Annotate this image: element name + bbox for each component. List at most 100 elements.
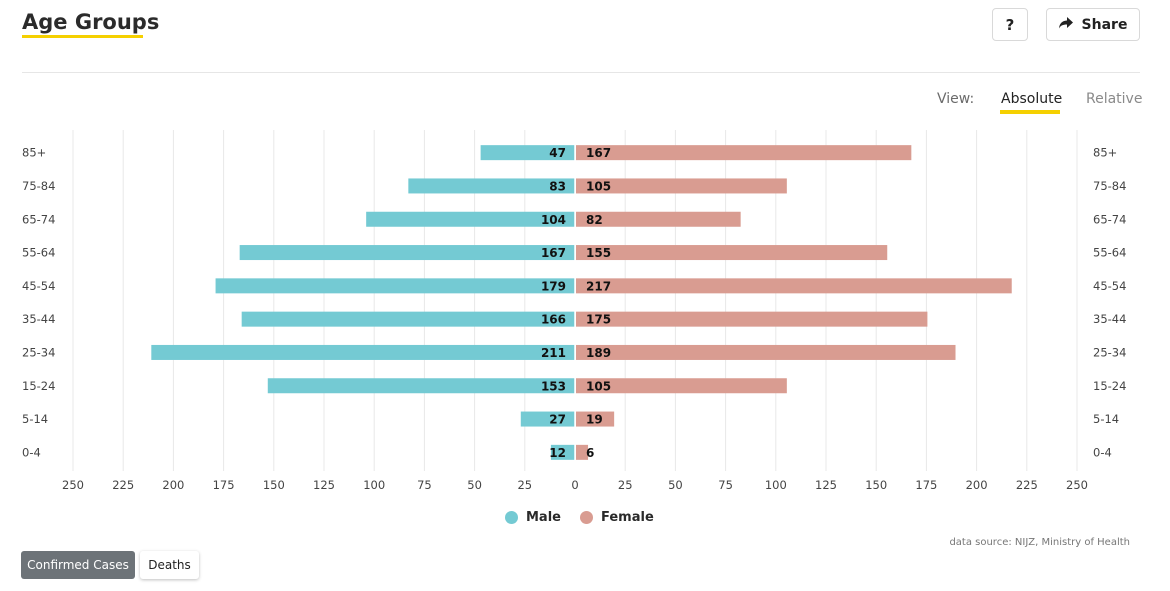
data-label-female: 82 xyxy=(586,213,603,227)
view-option-relative[interactable]: Relative xyxy=(1086,91,1143,107)
x-tick-label: 25 xyxy=(517,478,532,492)
tab-deaths[interactable]: Deaths xyxy=(140,551,199,579)
y-tick-label-left: 75-84 xyxy=(22,179,55,193)
y-tick-label-left: 0-4 xyxy=(22,445,41,459)
data-label-male: 179 xyxy=(541,279,566,293)
bar-female xyxy=(576,411,615,427)
data-label-male: 27 xyxy=(549,413,566,427)
legend-item-female[interactable]: Female xyxy=(580,510,654,525)
legend-swatch-male xyxy=(505,511,518,524)
y-tick-label-right: 45-54 xyxy=(1093,279,1126,293)
x-tick-label: 225 xyxy=(1016,478,1038,492)
bar-male xyxy=(520,411,575,427)
page-title: Age Groups xyxy=(22,10,160,34)
x-tick-label: 150 xyxy=(263,478,285,492)
y-tick-label-right: 55-64 xyxy=(1093,246,1126,260)
y-tick-label-left: 35-44 xyxy=(22,312,55,326)
bar-male xyxy=(550,444,575,460)
legend-label-female: Female xyxy=(601,510,654,525)
data-label-female: 189 xyxy=(586,346,611,360)
x-tick-label: 125 xyxy=(815,478,837,492)
view-selected-underline xyxy=(1000,110,1060,114)
legend-label-male: Male xyxy=(526,510,561,525)
bar-male xyxy=(480,145,575,161)
y-tick-label-left: 25-34 xyxy=(22,345,55,359)
bar-female xyxy=(576,344,956,360)
x-tick-label: 50 xyxy=(467,478,482,492)
x-tick-label: 75 xyxy=(417,478,432,492)
y-tick-label-right: 15-24 xyxy=(1093,379,1126,393)
data-source: data source: NIJZ, Ministry of Health xyxy=(949,537,1130,548)
y-tick-label-left: 55-64 xyxy=(22,246,55,260)
x-tick-label: 50 xyxy=(668,478,683,492)
data-label-female: 19 xyxy=(586,413,603,427)
x-tick-label: 250 xyxy=(1066,478,1088,492)
data-label-female: 155 xyxy=(586,246,611,260)
data-label-male: 12 xyxy=(549,446,566,460)
data-label-male: 211 xyxy=(541,346,566,360)
title-underline xyxy=(22,35,143,38)
x-tick-label: 0 xyxy=(571,478,578,492)
bar-male xyxy=(241,311,575,327)
x-tick-label: 150 xyxy=(865,478,887,492)
y-tick-label-right: 5-14 xyxy=(1093,412,1119,426)
data-label-female: 105 xyxy=(586,379,611,393)
help-label: ? xyxy=(1005,15,1015,34)
bar-female xyxy=(576,145,912,161)
share-arrow-icon xyxy=(1058,16,1073,33)
x-tick-label: 200 xyxy=(966,478,988,492)
data-label-female: 167 xyxy=(586,146,611,160)
y-tick-label-right: 25-34 xyxy=(1093,345,1126,359)
data-label-male: 153 xyxy=(541,379,566,393)
bar-male xyxy=(215,278,575,294)
data-label-male: 47 xyxy=(549,146,566,160)
bar-male xyxy=(366,211,575,227)
bar-female xyxy=(576,278,1012,294)
y-tick-label-left: 45-54 xyxy=(22,279,55,293)
bar-male xyxy=(239,245,575,261)
data-label-female: 6 xyxy=(586,446,594,460)
x-tick-label: 100 xyxy=(363,478,385,492)
x-tick-label: 125 xyxy=(313,478,335,492)
bar-female xyxy=(576,211,741,227)
view-label: View: xyxy=(937,91,975,107)
x-tick-label: 175 xyxy=(213,478,235,492)
bar-female xyxy=(576,444,589,460)
x-tick-label: 225 xyxy=(112,478,134,492)
y-tick-label-left: 15-24 xyxy=(22,379,55,393)
x-tick-label: 200 xyxy=(162,478,184,492)
bar-female xyxy=(576,178,787,194)
bar-female xyxy=(576,311,928,327)
bar-male xyxy=(267,378,575,394)
tab-confirmed-cases[interactable]: Confirmed Cases xyxy=(21,551,135,579)
bar-male xyxy=(151,344,575,360)
data-label-male: 83 xyxy=(549,179,566,193)
x-tick-label: 100 xyxy=(765,478,787,492)
bar-female xyxy=(576,378,787,394)
data-label-male: 166 xyxy=(541,313,566,327)
age-pyramid-chart: 250 225 200 175 150 125 100 75 50 25 0 25 50 75 100 125… xyxy=(22,130,1126,492)
data-label-female: 105 xyxy=(586,179,611,193)
legend-item-male[interactable]: Male xyxy=(505,510,561,525)
y-tick-label-right: 75-84 xyxy=(1093,179,1126,193)
view-option-absolute[interactable]: Absolute xyxy=(1001,91,1063,107)
y-tick-label-right: 65-74 xyxy=(1093,212,1126,226)
x-tick-label: 250 xyxy=(62,478,84,492)
y-tick-label-left: 5-14 xyxy=(22,412,48,426)
y-tick-label-left: 85+ xyxy=(22,146,46,160)
y-tick-label-right: 85+ xyxy=(1093,146,1117,160)
y-tick-label-right: 0-4 xyxy=(1093,445,1112,459)
legend-swatch-female xyxy=(580,511,593,524)
x-tick-label: 25 xyxy=(618,478,633,492)
y-tick-label-left: 65-74 xyxy=(22,212,55,226)
data-label-male: 167 xyxy=(541,246,566,260)
header-divider xyxy=(22,72,1140,73)
help-button[interactable]: ? xyxy=(992,8,1028,41)
bar-female xyxy=(576,245,888,261)
data-label-female: 175 xyxy=(586,313,611,327)
data-label-male: 104 xyxy=(541,213,566,227)
y-tick-label-right: 35-44 xyxy=(1093,312,1126,326)
x-tick-label: 175 xyxy=(915,478,937,492)
share-button[interactable]: Share xyxy=(1046,8,1140,41)
x-tick-label: 75 xyxy=(718,478,733,492)
